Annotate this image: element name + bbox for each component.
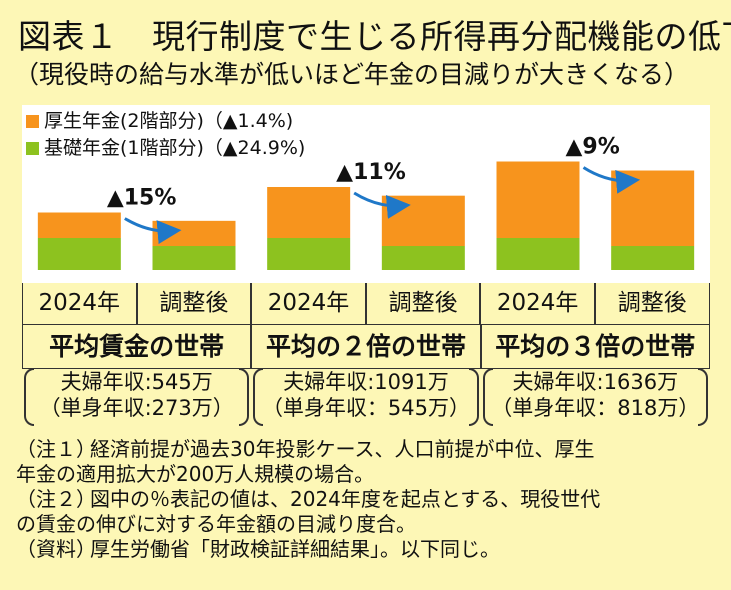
change-arrow-3 bbox=[582, 166, 641, 194]
bar-kiso-2-1 bbox=[267, 238, 351, 270]
change-label-2: ▲11% bbox=[336, 160, 406, 185]
bar-kousei-2-1 bbox=[267, 187, 351, 238]
x-tick-label: 2024年 bbox=[22, 283, 137, 325]
income-single: （単身年収:273万） bbox=[39, 396, 234, 420]
bracket-left bbox=[253, 368, 264, 426]
plot-area: 厚生年金(2階部分)（▲1.4%) 基礎年金(1階部分)（▲24.9%) ▲15% ▲… bbox=[22, 105, 710, 283]
note-line: （資料）厚生労働省「財政検証詳細結果」。以下同じ。 bbox=[16, 537, 500, 561]
change-label-1: ▲15% bbox=[107, 186, 177, 211]
chart-subtitle: （現役時の給与水準が低いほど年金の目減りが大きくなる） bbox=[14, 60, 690, 89]
change-arrow-2 bbox=[353, 191, 411, 219]
change-arrow-1 bbox=[124, 217, 182, 245]
bracket-left bbox=[482, 368, 493, 426]
bar-kiso-1-2 bbox=[152, 246, 236, 270]
bar-kousei-3-1 bbox=[496, 161, 580, 238]
bar-kousei-2-2 bbox=[381, 195, 465, 246]
income-couple: 夫婦年収:545万 bbox=[60, 370, 213, 394]
stacked-bar-chart: 厚生年金(2階部分)（▲1.4%) 基礎年金(1階部分)（▲24.9%) ▲15% ▲… bbox=[26, 110, 695, 270]
income-single: （単身年収：545万） bbox=[261, 396, 471, 420]
change-label-3: ▲9% bbox=[566, 135, 620, 160]
legend-label-1: 厚生年金(2階部分)（▲1.4%) bbox=[44, 110, 293, 132]
group-label: 平均の２倍の世帯 bbox=[251, 325, 481, 369]
income-label: 夫婦年収:545万 （単身年収:273万） bbox=[32, 369, 241, 421]
bar-kousei-1-2 bbox=[152, 220, 236, 246]
legend-swatch-1 bbox=[26, 115, 39, 128]
note-text: 図中の％表記の値は、2024年度を起点とする、現役世代 bbox=[90, 487, 601, 511]
income-label: 夫婦年収:1091万 （単身年収：545万） bbox=[261, 369, 470, 421]
category-table: 2024年 調整後 2024年 調整後 2024年 調整後 平均賃金の世帯 平均の２倍の世帯… bbox=[22, 283, 710, 369]
bar-kiso-3-2 bbox=[611, 246, 695, 270]
income-single: （単身年収：818万） bbox=[491, 396, 700, 420]
x-tick-label: 調整後 bbox=[365, 283, 481, 325]
x-tick-label: 調整後 bbox=[136, 283, 252, 325]
note-line: （注２）図中の％表記の値は、2024年度を起点とする、現役世代 bbox=[16, 487, 600, 511]
note-text: 経済前提が過去30年投影ケース、人口前提が中位、厚生 bbox=[90, 437, 595, 461]
group-label: 平均の３倍の世帯 bbox=[480, 325, 710, 369]
note-label: （注１） bbox=[16, 437, 96, 461]
income-label: 夫婦年収:1636万 （単身年収：818万） bbox=[491, 369, 700, 421]
bar-kiso-2-2 bbox=[381, 246, 465, 270]
income-couple: 夫婦年収:1091万 bbox=[283, 370, 449, 394]
group-label: 平均賃金の世帯 bbox=[22, 325, 252, 369]
x-tick-label: 2024年 bbox=[251, 283, 366, 325]
bar-kiso-1-1 bbox=[37, 238, 121, 270]
note-text: 厚生労働省「財政検証詳細結果」。以下同じ。 bbox=[90, 537, 500, 561]
legend-label-2: 基礎年金(1階部分)（▲24.9%) bbox=[44, 137, 305, 159]
note-label: （注２） bbox=[16, 487, 96, 511]
bar-kousei-1-1 bbox=[37, 212, 121, 238]
income-couple: 夫婦年収:1636万 bbox=[512, 370, 679, 394]
x-tick-label: 調整後 bbox=[594, 283, 710, 325]
bracket-left bbox=[24, 368, 34, 426]
bar-kiso-3-1 bbox=[496, 238, 580, 270]
legend-swatch-2 bbox=[26, 142, 39, 155]
note-line: （注１）経済前提が過去30年投影ケース、人口前提が中位、厚生 bbox=[16, 437, 594, 461]
x-tick-label: 2024年 bbox=[480, 283, 595, 325]
chart-title: 図表１ 現行制度で生じる所得再分配機能の低下 bbox=[18, 17, 731, 56]
note-label: （資料） bbox=[16, 537, 96, 561]
note-line: 年金の適用拡大が200万人規模の場合。 bbox=[16, 462, 375, 486]
note-line: の賃金の伸びに対する年金額の目減り度合。 bbox=[16, 512, 416, 536]
